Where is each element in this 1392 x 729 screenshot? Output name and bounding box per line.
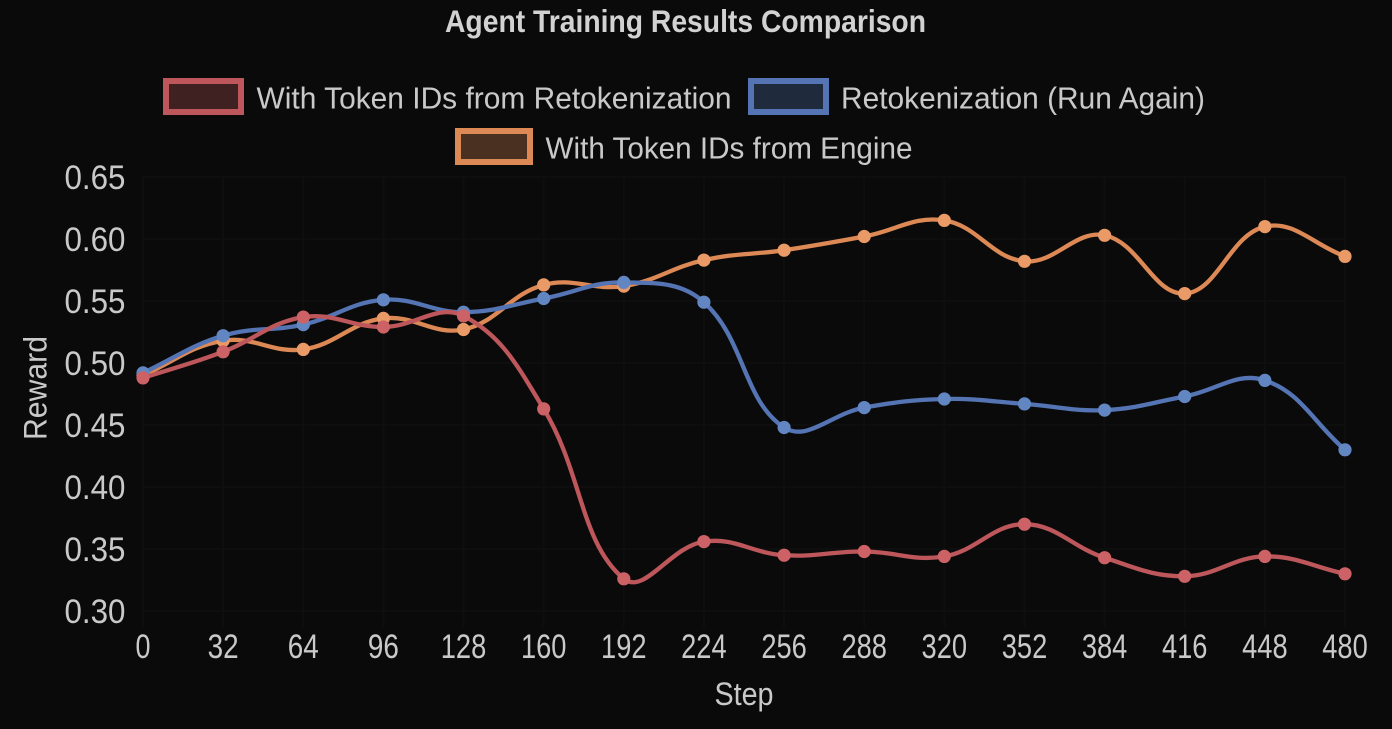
svg-text:Retokenization (Run Again): Retokenization (Run Again) — [841, 81, 1205, 116]
svg-text:288: 288 — [841, 628, 887, 666]
svg-text:128: 128 — [441, 628, 487, 666]
svg-text:384: 384 — [1082, 628, 1128, 666]
svg-text:0.50: 0.50 — [65, 345, 126, 383]
svg-text:448: 448 — [1242, 628, 1288, 666]
svg-text:Reward: Reward — [18, 336, 54, 440]
svg-text:224: 224 — [681, 628, 727, 666]
svg-text:320: 320 — [922, 628, 968, 666]
svg-text:0.40: 0.40 — [65, 469, 126, 507]
svg-text:Step: Step — [715, 676, 774, 712]
svg-text:0.45: 0.45 — [65, 407, 126, 445]
svg-text:192: 192 — [601, 628, 647, 666]
svg-text:416: 416 — [1162, 628, 1208, 666]
svg-text:Agent Training Results Compari: Agent Training Results Comparison — [445, 3, 926, 39]
svg-text:0.60: 0.60 — [65, 221, 126, 259]
svg-text:0: 0 — [136, 628, 151, 666]
svg-text:96: 96 — [368, 628, 399, 666]
svg-text:256: 256 — [761, 628, 807, 666]
svg-text:0.30: 0.30 — [65, 593, 126, 631]
svg-text:With Token IDs from Engine: With Token IDs from Engine — [546, 131, 913, 166]
svg-text:With Token IDs from Retokeniza: With Token IDs from Retokenization — [257, 81, 732, 116]
svg-text:32: 32 — [208, 628, 239, 666]
svg-text:480: 480 — [1322, 628, 1368, 666]
svg-text:0.65: 0.65 — [65, 159, 126, 197]
svg-text:352: 352 — [1002, 628, 1048, 666]
svg-text:0.35: 0.35 — [65, 531, 126, 569]
svg-text:0.55: 0.55 — [65, 283, 126, 321]
svg-text:64: 64 — [288, 628, 319, 666]
svg-text:160: 160 — [521, 628, 567, 666]
